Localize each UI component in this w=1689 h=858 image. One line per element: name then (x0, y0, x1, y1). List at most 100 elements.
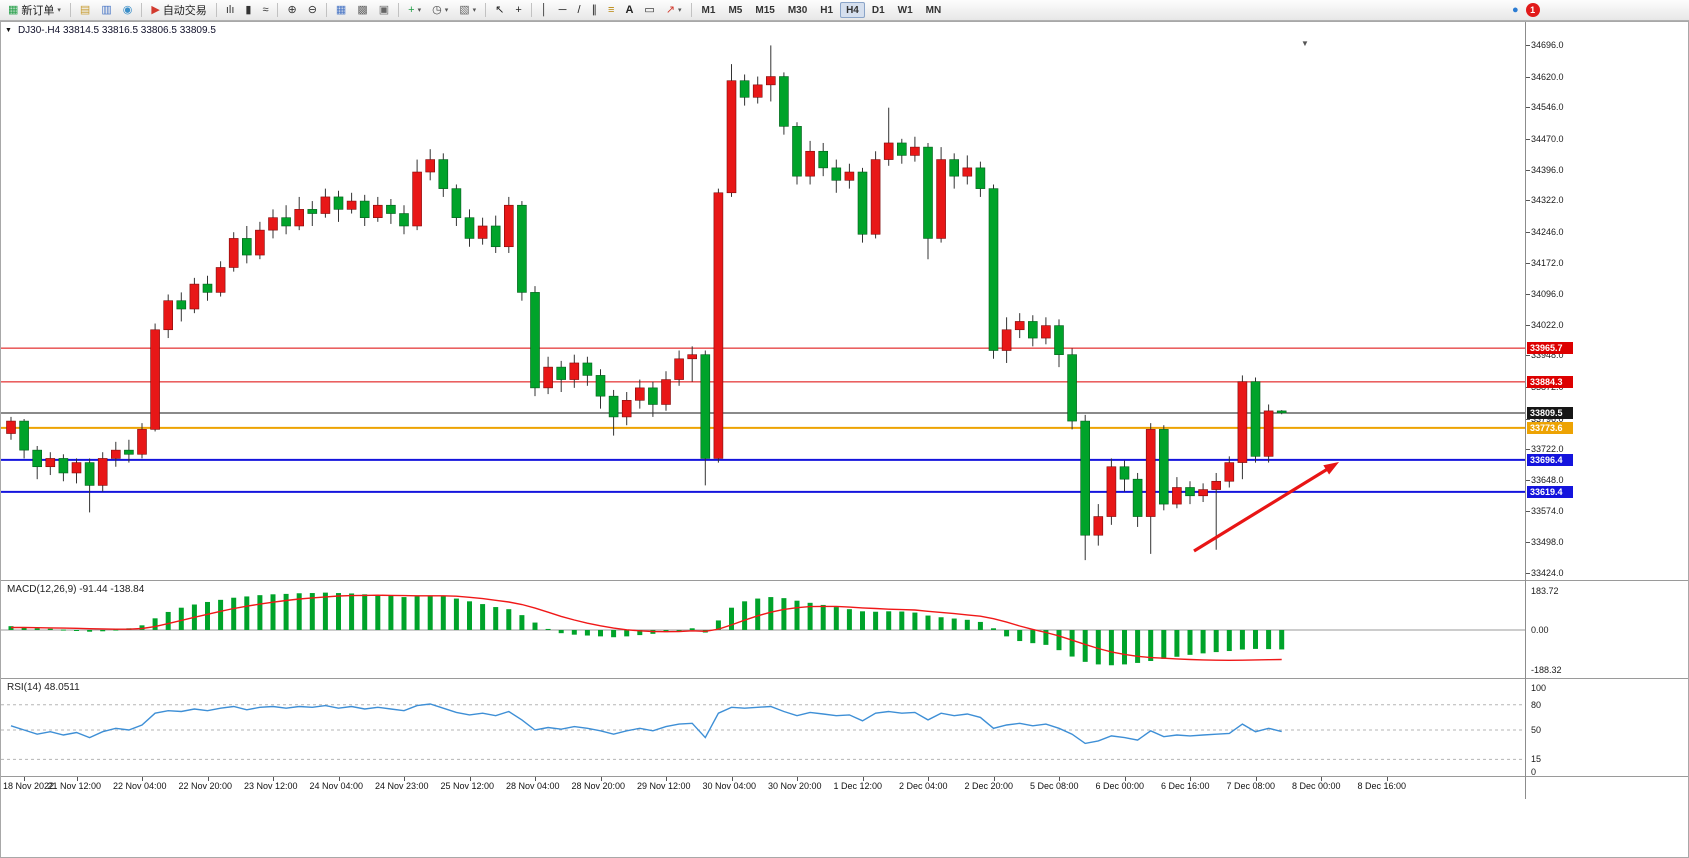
macd-histogram-bar (1017, 630, 1023, 642)
timeframe-h1-button[interactable]: H1 (820, 4, 834, 16)
panel-separator[interactable] (1, 580, 1688, 581)
channel-button[interactable]: ∥ (587, 1, 603, 19)
timeframe-m15-button[interactable]: M15 (755, 4, 775, 16)
price-axis-tick (1526, 480, 1530, 482)
timeframe-m1-button[interactable]: M1 (701, 4, 716, 16)
time-axis-label: 30 Nov 04:00 (702, 781, 757, 791)
arrange-windows-button[interactable]: ▣ (374, 1, 394, 19)
price-axis-label: 33948.0 (1531, 350, 1564, 361)
news-icon[interactable]: ● (1512, 3, 1519, 16)
macd-histogram-bar (571, 630, 577, 635)
candle-body (451, 188, 462, 218)
macd-histogram-bar (545, 628, 551, 630)
panel-separator[interactable] (1, 678, 1688, 679)
charts-panel-button[interactable]: ▤ (75, 1, 95, 19)
zoom-out-button[interactable]: ⊖ (303, 1, 322, 19)
price-axis-tick (1526, 418, 1530, 420)
trendline-icon: / (577, 3, 581, 16)
candle-body (71, 462, 82, 474)
candle-body (150, 329, 160, 430)
macd-histogram-bar (218, 599, 224, 630)
candle-body (870, 159, 881, 235)
candlestick-chart-icon: ▮ (245, 3, 252, 16)
price-tag: 33965.7 (1527, 342, 1573, 355)
timeframe-m30-button[interactable]: M30 (787, 4, 808, 16)
candle-body (752, 84, 763, 98)
price-axis (1525, 22, 1526, 799)
price-axis-label: 33498.0 (1531, 537, 1564, 548)
macd-histogram-bar (1043, 630, 1049, 645)
macd-histogram-bar (152, 618, 158, 630)
vertical-line-button[interactable]: │ (536, 1, 553, 19)
trend-arrow-line[interactable] (1193, 465, 1332, 553)
candle-body (425, 159, 436, 173)
text-button[interactable]: A (620, 1, 638, 19)
candle-body (739, 80, 750, 98)
candle-body (45, 458, 56, 468)
text-label-icon: ▭ (644, 3, 655, 16)
cursor-button[interactable]: ↖ (490, 1, 509, 19)
fibonacci-button[interactable]: ≡ (603, 1, 619, 19)
macd-histogram-bar (74, 630, 79, 631)
time-axis-label: 30 Nov 20:00 (768, 781, 822, 791)
panel-separator (1, 776, 1688, 777)
chart-menu-icon[interactable]: ▼ (5, 27, 12, 34)
macd-histogram-bar (453, 598, 459, 630)
navigator-button[interactable]: ◉ (118, 1, 138, 19)
timeframe-d1-button[interactable]: D1 (871, 4, 885, 16)
macd-histogram-bar (296, 593, 302, 630)
candle-body (1211, 480, 1221, 490)
candle-body (857, 171, 868, 235)
candle-body (962, 167, 973, 177)
tile-windows-button[interactable]: ▦ (331, 1, 351, 19)
arrows-button[interactable]: ↗ ▾ (661, 1, 687, 19)
macd-histogram-bar (1135, 630, 1141, 663)
price-chart-panel[interactable] (1, 38, 1525, 580)
macd-histogram-bar (244, 596, 250, 630)
macd-histogram-bar (676, 630, 682, 631)
candle-body (687, 354, 698, 360)
timeframe-mn-button[interactable]: MN (925, 4, 942, 16)
candle-body (189, 283, 200, 310)
macd-histogram-bar (1187, 630, 1193, 655)
bar-chart-button[interactable]: ılı (221, 1, 240, 19)
market-watch-button[interactable]: ▥ (96, 1, 116, 19)
price-axis-tick (1526, 573, 1530, 574)
indicators-button[interactable]: + ▾ (403, 1, 426, 19)
templates-button[interactable]: ▧ ▾ (454, 1, 481, 19)
timeframe-w1-button[interactable]: W1 (897, 4, 913, 16)
macd-histogram-bar (925, 615, 931, 630)
dropdown-caret-icon: ▾ (417, 7, 422, 14)
zoom-in-button[interactable]: ⊕ (282, 1, 301, 19)
cascade-windows-button[interactable]: ▩ (352, 1, 372, 19)
indicators-icon: + (408, 3, 415, 16)
candle-body (215, 267, 226, 293)
price-chart[interactable] (1, 38, 1525, 580)
timeframe-m5-button[interactable]: M5 (728, 4, 743, 16)
new-order-button[interactable]: ▦ 新订单 ▾ (3, 1, 66, 19)
auto-trading-button[interactable]: ▶ 自动交易 (146, 1, 211, 19)
timeframe-h4-button[interactable]: H4 (840, 2, 865, 18)
periods-button[interactable]: ◷ ▾ (427, 1, 453, 19)
rsi-scale-label: 100 (1531, 683, 1547, 693)
horizontal-line-button[interactable]: ─ (554, 1, 572, 19)
text-label-button[interactable]: ▭ (639, 1, 659, 19)
crosshair-icon: + (515, 3, 522, 16)
time-axis-label: 22 Nov 04:00 (113, 781, 167, 791)
candle-body (163, 300, 173, 331)
toolbar-separator (325, 3, 327, 17)
macd-histogram-bar (205, 601, 210, 630)
crosshair-button[interactable]: + (510, 1, 526, 19)
candle-body (582, 362, 593, 376)
line-chart-button[interactable]: ≈ (257, 1, 273, 19)
trend-arrow-head[interactable] (1323, 462, 1339, 475)
candle-body (320, 196, 331, 214)
rsi-panel (1, 680, 1525, 776)
macd-histogram-bar (637, 630, 643, 636)
candlestick-chart-button[interactable]: ▮ (240, 1, 256, 19)
candle-body (32, 449, 43, 468)
candle-body (896, 142, 907, 156)
notification-badge[interactable]: 1 (1525, 3, 1540, 17)
trendline-button[interactable]: / (572, 1, 585, 19)
price-axis-tick (1526, 107, 1530, 109)
